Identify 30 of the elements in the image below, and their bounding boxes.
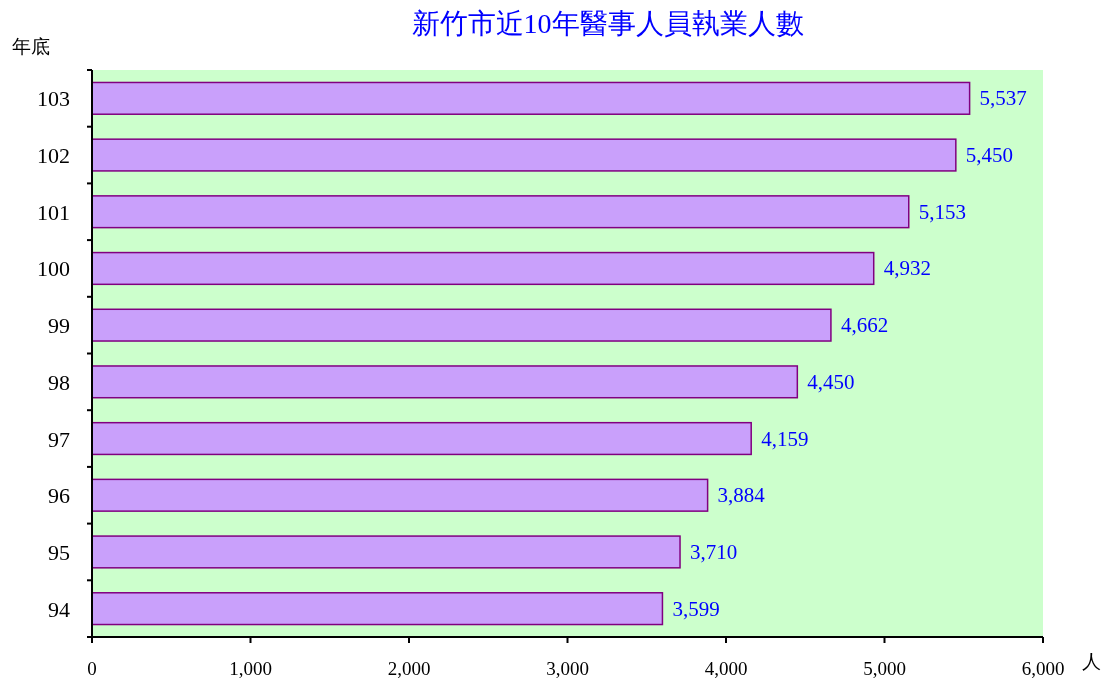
- data-label: 5,537: [979, 86, 1027, 111]
- data-label: 3,599: [672, 596, 720, 621]
- x-tick-label: 4,000: [704, 658, 748, 679]
- y-tick-label: 97: [48, 426, 70, 452]
- data-label: 4,932: [883, 256, 931, 281]
- data-label: 3,884: [717, 483, 766, 508]
- y-tick-label: 103: [37, 86, 70, 112]
- y-tick-label: 94: [48, 596, 70, 622]
- x-tick-label: 1,000: [229, 658, 272, 679]
- x-axis-title: 人: [1082, 651, 1101, 672]
- y-tick-label: 98: [48, 369, 70, 395]
- data-label: 5,153: [918, 199, 966, 224]
- y-tick-label: 100: [37, 256, 70, 282]
- data-label: 4,662: [840, 313, 889, 338]
- x-tick-label: 2,000: [387, 658, 431, 679]
- y-axis-title: 年底: [12, 36, 50, 57]
- chart-title: 新竹市近10年醫事人員執業人數: [411, 8, 804, 39]
- x-tick-label: 0: [87, 658, 97, 679]
- y-tick-label: 101: [37, 199, 70, 225]
- x-tick-label: 5,000: [863, 658, 906, 679]
- y-tick-label: 95: [48, 539, 70, 565]
- y-tick-label: 102: [37, 143, 70, 169]
- x-tick-label: 6,000: [1021, 658, 1065, 679]
- data-label: 5,450: [965, 143, 1014, 168]
- data-label: 4,450: [807, 369, 855, 394]
- data-label: 4,159: [761, 426, 809, 451]
- y-tick-label: 99: [48, 313, 70, 339]
- x-tick-label: 3,000: [546, 658, 589, 679]
- y-tick-label: 96: [48, 483, 70, 509]
- data-label: 3,710: [690, 539, 738, 564]
